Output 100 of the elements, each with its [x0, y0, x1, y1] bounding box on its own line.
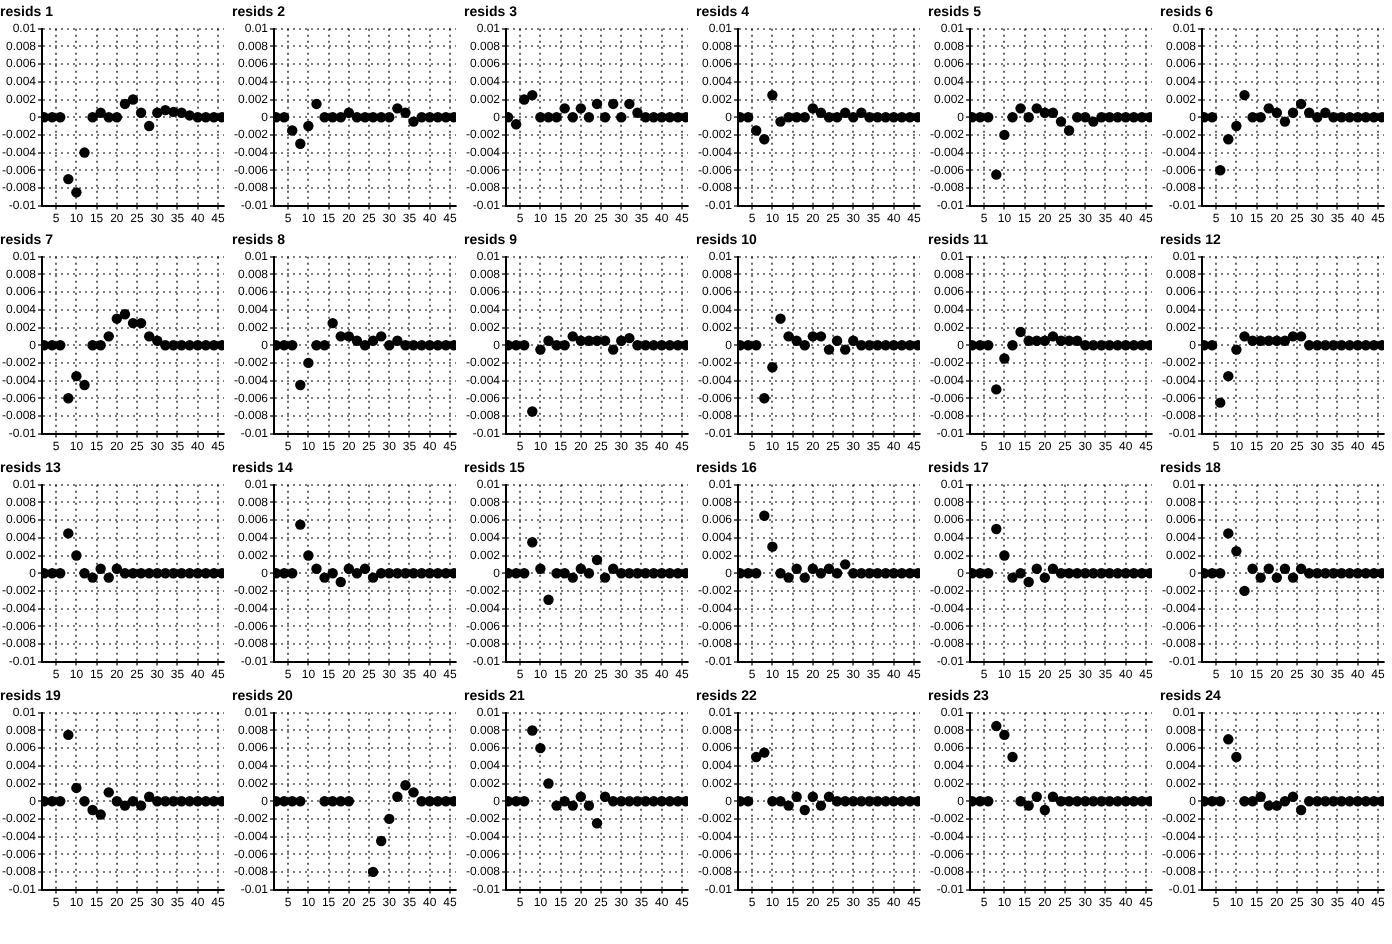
point — [575, 563, 587, 574]
point — [983, 112, 994, 123]
point — [799, 804, 810, 816]
point — [327, 317, 338, 329]
point — [392, 103, 403, 114]
point — [1255, 791, 1266, 802]
point — [823, 344, 835, 355]
point — [1215, 397, 1226, 408]
point — [384, 112, 395, 123]
point — [55, 568, 66, 579]
point — [839, 344, 851, 355]
point — [127, 94, 139, 105]
point — [519, 796, 530, 807]
point — [1279, 796, 1291, 807]
point — [95, 809, 106, 820]
point — [63, 528, 74, 539]
point — [991, 384, 1002, 395]
point — [95, 563, 106, 574]
point — [1255, 112, 1266, 123]
point — [999, 353, 1010, 364]
point — [375, 331, 387, 342]
point — [384, 340, 395, 351]
point — [607, 344, 619, 355]
point — [400, 107, 411, 118]
point — [751, 751, 762, 763]
point — [567, 112, 578, 123]
point — [1295, 563, 1307, 574]
point — [343, 563, 355, 574]
point — [815, 800, 827, 811]
point — [1015, 568, 1026, 579]
point — [1015, 326, 1026, 338]
point — [95, 107, 106, 118]
point — [583, 568, 595, 579]
point — [1007, 112, 1018, 123]
point — [111, 563, 123, 574]
point — [1088, 116, 1099, 127]
point — [359, 340, 371, 351]
point — [799, 112, 810, 123]
point — [55, 112, 66, 123]
point — [111, 796, 123, 807]
point — [624, 332, 635, 344]
point — [1287, 107, 1299, 118]
point — [1023, 800, 1034, 811]
point — [1031, 791, 1042, 802]
point — [1215, 165, 1226, 176]
point — [759, 510, 770, 521]
point — [848, 112, 859, 123]
point — [1303, 107, 1315, 118]
point — [823, 791, 835, 802]
point — [295, 379, 306, 391]
point — [591, 554, 603, 566]
point — [791, 563, 802, 574]
point — [1271, 107, 1283, 118]
point — [543, 594, 554, 605]
point — [775, 313, 786, 324]
point — [408, 787, 419, 798]
point — [527, 537, 538, 548]
point — [295, 138, 306, 149]
point — [287, 340, 298, 351]
point — [535, 563, 546, 574]
point — [751, 125, 762, 136]
point — [607, 563, 619, 574]
point — [71, 782, 82, 794]
point — [1015, 796, 1026, 807]
point — [327, 568, 338, 579]
point — [1023, 112, 1034, 123]
point — [599, 791, 611, 802]
point — [79, 796, 90, 807]
point — [79, 379, 90, 391]
point — [71, 550, 82, 561]
point — [359, 563, 371, 574]
point — [63, 173, 74, 185]
point — [848, 335, 859, 346]
point — [400, 780, 411, 791]
point — [624, 98, 635, 110]
point — [783, 572, 794, 583]
point — [111, 112, 123, 123]
point — [751, 340, 762, 351]
point — [1047, 331, 1059, 342]
point — [119, 800, 131, 811]
point — [575, 103, 587, 114]
point — [1063, 125, 1075, 136]
point — [1007, 751, 1018, 763]
point — [1279, 116, 1291, 127]
point — [543, 778, 554, 789]
point — [983, 568, 994, 579]
point — [392, 335, 403, 346]
point — [1055, 116, 1067, 127]
point — [384, 813, 395, 825]
point — [351, 568, 363, 579]
point — [999, 129, 1010, 141]
point — [319, 340, 330, 351]
point — [767, 362, 778, 373]
point — [1080, 112, 1091, 123]
point — [103, 787, 114, 798]
point — [1223, 734, 1234, 745]
point — [791, 335, 802, 346]
point — [71, 370, 82, 382]
point — [1231, 545, 1242, 557]
point — [63, 729, 74, 741]
